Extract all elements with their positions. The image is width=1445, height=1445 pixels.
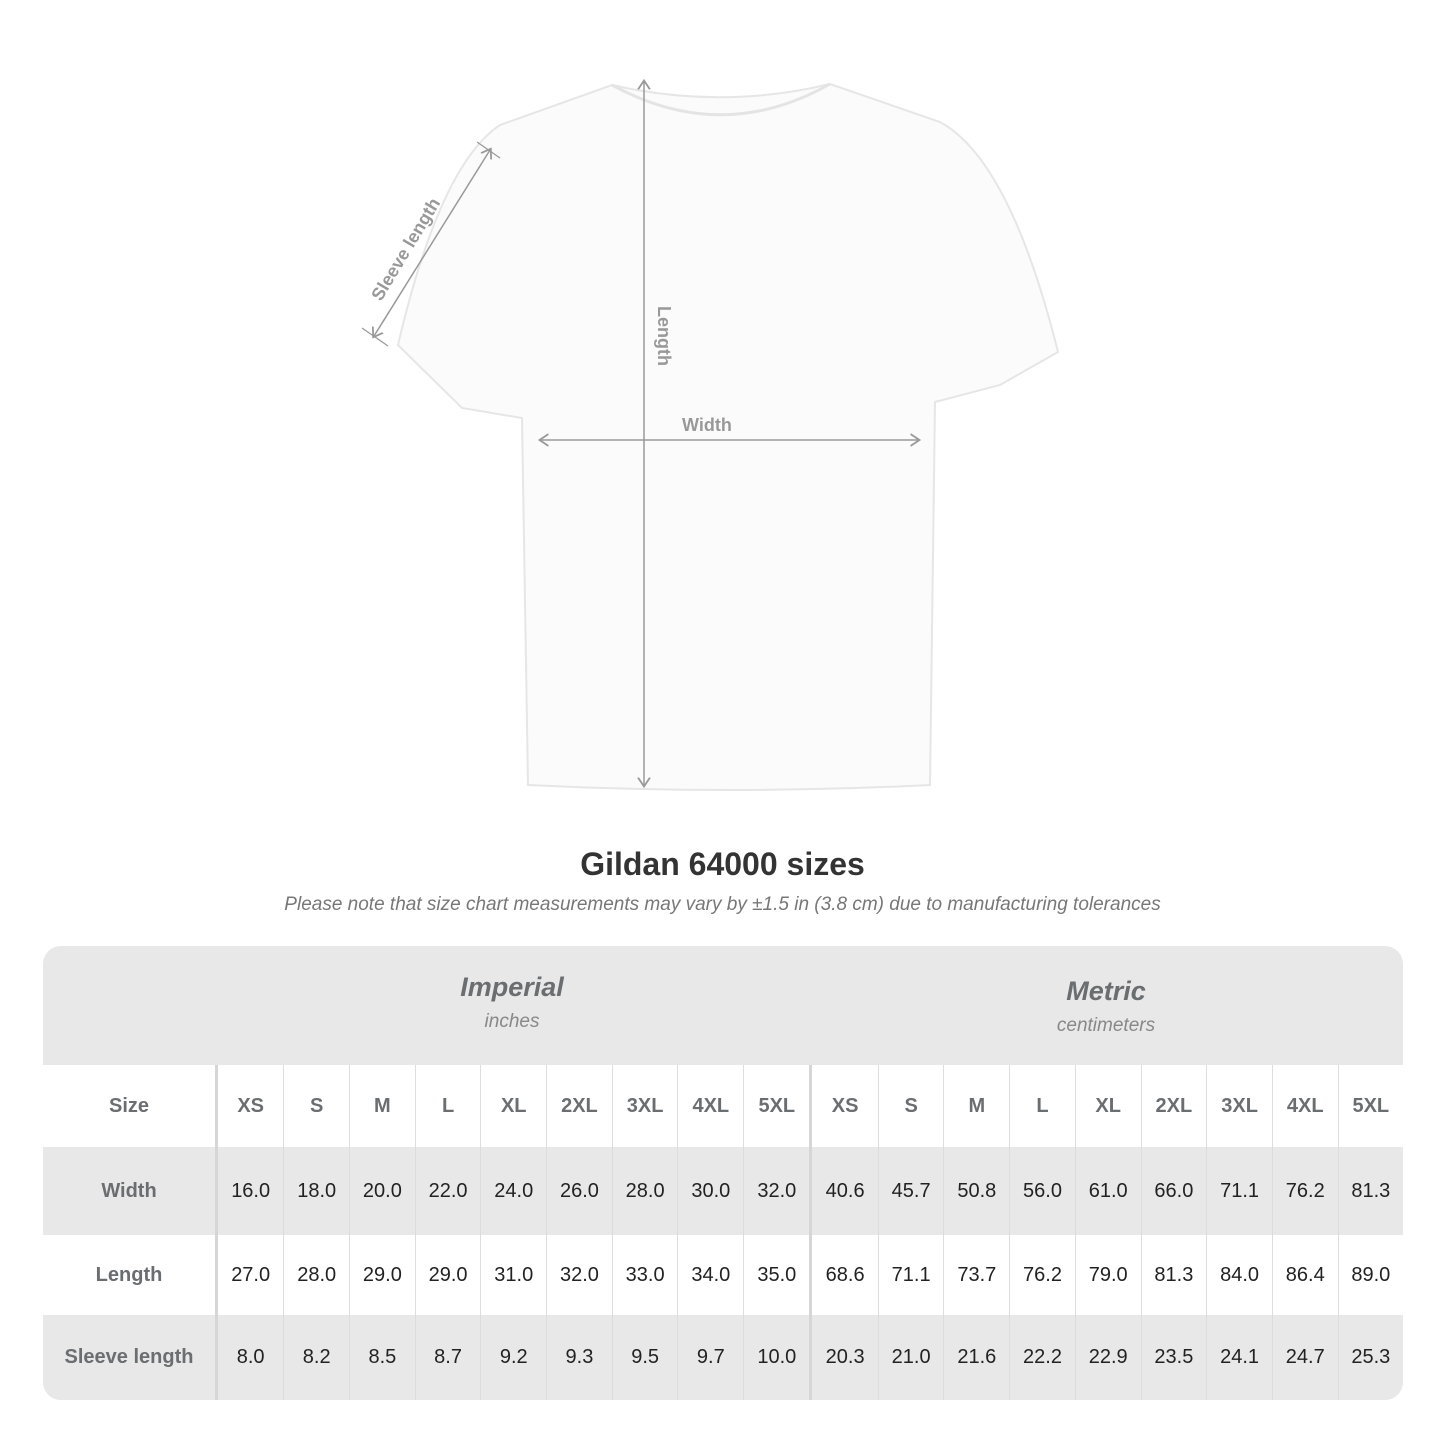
- imperial-value-cell: 32.0: [743, 1147, 811, 1235]
- metric-unit: centimeters: [1056, 1015, 1156, 1036]
- metric-size-xl: XL: [1074, 1065, 1142, 1147]
- imperial-value-cell: 29.0: [349, 1235, 416, 1315]
- sleeve-dimension-line: [374, 150, 490, 336]
- metric-value-cell: 89.0: [1337, 1235, 1403, 1315]
- imperial-value-cell: 26.0: [546, 1147, 613, 1235]
- imperial-value-cell: 8.5: [349, 1315, 416, 1400]
- metric-value-cell: 24.1: [1206, 1315, 1273, 1400]
- tshirt-shape: [396, 82, 1060, 791]
- page-title: Gildan 64000 sizes: [580, 846, 865, 882]
- metric-value-cell: 24.7: [1271, 1315, 1339, 1400]
- metric-value-cell: 25.3: [1337, 1315, 1403, 1400]
- imperial-size-4xl: 4XL: [677, 1065, 744, 1147]
- width-label: Width: [682, 415, 732, 435]
- imperial-value-cell: 20.0: [349, 1147, 416, 1235]
- imperial-value-cell: 31.0: [480, 1235, 547, 1315]
- imperial-value-cell: 9.3: [546, 1315, 613, 1400]
- metric-value-cell: 73.7: [943, 1235, 1010, 1315]
- size-header-cell: Size: [43, 1065, 218, 1147]
- metric-value-cell: 20.3: [809, 1315, 879, 1400]
- row-label: Sleeve length: [43, 1315, 218, 1400]
- length-label: Length: [654, 306, 674, 366]
- imperial-value-cell: 16.0: [215, 1147, 284, 1235]
- metric-value-cell: 71.1: [1206, 1147, 1273, 1235]
- metric-value-cell: 81.3: [1337, 1147, 1403, 1235]
- imperial-value-cell: 34.0: [677, 1235, 744, 1315]
- metric-value-cell: 56.0: [1009, 1147, 1076, 1235]
- metric-value-cell: 40.6: [809, 1147, 879, 1235]
- imperial-size-l: L: [414, 1065, 481, 1147]
- imperial-value-cell: 9.5: [611, 1315, 678, 1400]
- imperial-unit: inches: [484, 1011, 540, 1032]
- imperial-size-5xl: 5XL: [743, 1065, 811, 1147]
- imperial-size-s: S: [283, 1065, 350, 1147]
- size-table: Size XS S M L XL 2XL 3XL 4XL 5XL XS S M L XL 2XL 3XL 4XL 5…: [43, 1065, 1403, 1400]
- metric-value-cell: 21.0: [877, 1315, 944, 1400]
- metric-value-cell: 22.2: [1009, 1315, 1076, 1400]
- metric-value-cell: 76.2: [1271, 1147, 1339, 1235]
- metric-value-cell: 79.0: [1074, 1235, 1142, 1315]
- row-label: Width: [43, 1147, 218, 1235]
- metric-size-2xl: 2XL: [1140, 1065, 1207, 1147]
- metric-value-cell: 71.1: [877, 1235, 944, 1315]
- metric-value-cell: 81.3: [1140, 1235, 1207, 1315]
- imperial-value-cell: 33.0: [611, 1235, 678, 1315]
- metric-size-m: M: [943, 1065, 1010, 1147]
- metric-size-s: S: [877, 1065, 944, 1147]
- imperial-size-m: M: [349, 1065, 416, 1147]
- imperial-value-cell: 8.0: [215, 1315, 284, 1400]
- imperial-value-cell: 28.0: [611, 1147, 678, 1235]
- metric-size-4xl: 4XL: [1271, 1065, 1339, 1147]
- table-row: Sleeve length 8.0 8.2 8.5 8.7 9.2 9.3 9.5 9.7 10.…: [43, 1315, 1403, 1400]
- imperial-value-cell: 8.2: [283, 1315, 350, 1400]
- row-label: Length: [43, 1235, 218, 1315]
- metric-value-cell: 22.9: [1074, 1315, 1142, 1400]
- imperial-title: Imperial: [460, 972, 564, 1002]
- imperial-value-cell: 10.0: [743, 1315, 811, 1400]
- imperial-value-cell: 9.7: [677, 1315, 744, 1400]
- metric-value-cell: 45.7: [877, 1147, 944, 1235]
- metric-value-cell: 50.8: [943, 1147, 1010, 1235]
- metric-size-xs: XS: [809, 1065, 879, 1147]
- imperial-value-cell: 18.0: [283, 1147, 350, 1235]
- imperial-value-cell: 8.7: [414, 1315, 481, 1400]
- imperial-value-cell: 30.0: [677, 1147, 744, 1235]
- imperial-value-cell: 22.0: [414, 1147, 481, 1235]
- metric-value-cell: 61.0: [1074, 1147, 1142, 1235]
- imperial-value-cell: 27.0: [215, 1235, 284, 1315]
- imperial-value-cell: 9.2: [480, 1315, 547, 1400]
- metric-size-5xl: 5XL: [1337, 1065, 1403, 1147]
- size-chart-table: Imperial inches Metric centimeters Size X…: [43, 946, 1403, 1400]
- imperial-header: Imperial inches: [215, 946, 809, 1065]
- tshirt-illustration: Sleeve length Length Width: [361, 0, 1060, 791]
- table-row: Width 16.0 18.0 20.0 22.0 24.0 26.0 28.0 30.0 32.…: [43, 1147, 1403, 1235]
- metric-header: Metric centimeters: [809, 946, 1403, 1065]
- size-header-row: Size XS S M L XL 2XL 3XL 4XL 5XL XS S M L XL 2XL 3XL 4XL 5…: [43, 1065, 1403, 1147]
- imperial-size-xl: XL: [480, 1065, 547, 1147]
- metric-value-cell: 76.2: [1009, 1235, 1076, 1315]
- imperial-value-cell: 24.0: [480, 1147, 547, 1235]
- imperial-size-3xl: 3XL: [611, 1065, 678, 1147]
- imperial-value-cell: 35.0: [743, 1235, 811, 1315]
- metric-size-3xl: 3XL: [1206, 1065, 1273, 1147]
- metric-value-cell: 21.6: [943, 1315, 1010, 1400]
- imperial-value-cell: 29.0: [414, 1235, 481, 1315]
- table-row: Length 27.0 28.0 29.0 29.0 31.0 32.0 33.0 34.0 35…: [43, 1235, 1403, 1315]
- metric-value-cell: 66.0: [1140, 1147, 1207, 1235]
- metric-size-l: L: [1009, 1065, 1076, 1147]
- imperial-size-xs: XS: [215, 1065, 284, 1147]
- metric-value-cell: 84.0: [1206, 1235, 1273, 1315]
- metric-value-cell: 23.5: [1140, 1315, 1207, 1400]
- metric-value-cell: 86.4: [1271, 1235, 1339, 1315]
- metric-value-cell: 68.6: [809, 1235, 879, 1315]
- imperial-size-2xl: 2XL: [546, 1065, 613, 1147]
- imperial-value-cell: 32.0: [546, 1235, 613, 1315]
- metric-title: Metric: [1066, 976, 1146, 1006]
- tolerance-note: Please note that size chart measurements…: [284, 894, 1161, 915]
- imperial-value-cell: 28.0: [283, 1235, 350, 1315]
